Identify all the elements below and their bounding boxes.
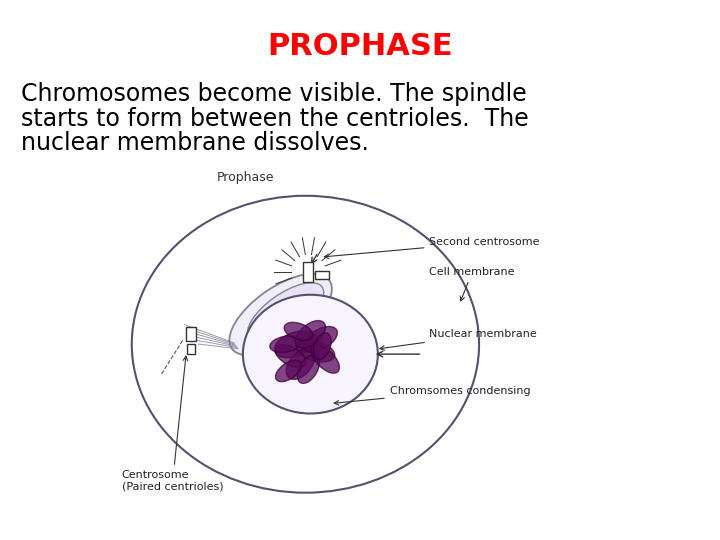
Bar [315,271,329,279]
Text: Second centrosome: Second centrosome [324,237,540,259]
Ellipse shape [270,336,301,353]
Ellipse shape [295,321,325,348]
Ellipse shape [297,355,320,383]
Text: PROPHASE: PROPHASE [267,32,453,62]
Text: Chromsomes condensing: Chromsomes condensing [334,386,531,405]
Bar [187,344,195,354]
Ellipse shape [276,360,302,382]
Text: starts to form between the centrioles.  The: starts to form between the centrioles. T… [21,107,528,131]
Text: Centrosome
(Paired centrioles): Centrosome (Paired centrioles) [122,356,223,491]
Text: Nuclear membrane: Nuclear membrane [380,329,537,350]
Bar [303,262,313,282]
Text: Prophase: Prophase [217,171,274,184]
Text: nuclear membrane dissolves.: nuclear membrane dissolves. [21,131,369,156]
Ellipse shape [311,345,339,373]
Ellipse shape [132,196,479,492]
Ellipse shape [274,331,316,357]
Ellipse shape [275,345,306,368]
Ellipse shape [313,333,331,360]
Ellipse shape [296,340,335,362]
Ellipse shape [287,349,315,380]
Bar [186,327,197,341]
Ellipse shape [243,295,378,414]
Ellipse shape [284,322,312,340]
Ellipse shape [230,274,332,355]
Text: Cell membrane: Cell membrane [429,267,515,301]
Text: Chromosomes become visible. The spindle: Chromosomes become visible. The spindle [21,82,526,106]
Ellipse shape [303,327,338,352]
Ellipse shape [248,283,324,342]
